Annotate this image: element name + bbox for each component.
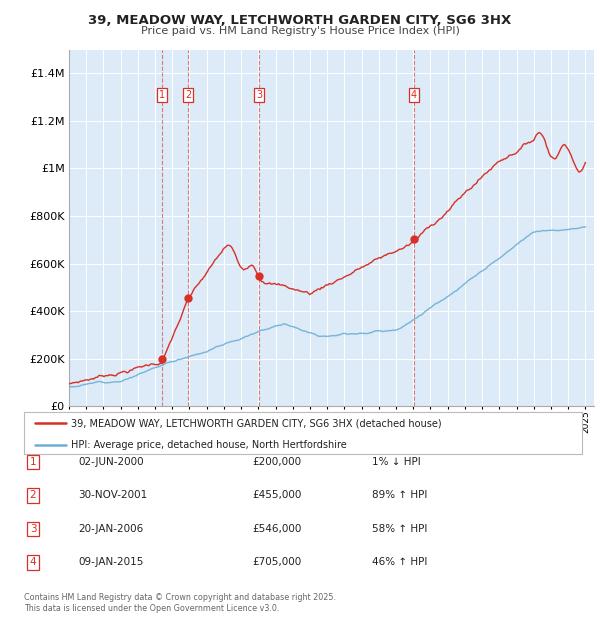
Text: 2: 2 xyxy=(29,490,37,500)
Text: 02-JUN-2000: 02-JUN-2000 xyxy=(78,457,143,467)
Text: 30-NOV-2001: 30-NOV-2001 xyxy=(78,490,147,500)
Text: HPI: Average price, detached house, North Hertfordshire: HPI: Average price, detached house, Nort… xyxy=(71,440,347,450)
Text: 1: 1 xyxy=(29,457,37,467)
Text: £705,000: £705,000 xyxy=(252,557,301,567)
Text: 2: 2 xyxy=(185,90,191,100)
Text: 4: 4 xyxy=(29,557,37,567)
Text: 20-JAN-2006: 20-JAN-2006 xyxy=(78,524,143,534)
Text: 89% ↑ HPI: 89% ↑ HPI xyxy=(372,490,427,500)
Text: 1: 1 xyxy=(159,90,166,100)
Text: £546,000: £546,000 xyxy=(252,524,301,534)
Text: 1% ↓ HPI: 1% ↓ HPI xyxy=(372,457,421,467)
Text: 46% ↑ HPI: 46% ↑ HPI xyxy=(372,557,427,567)
Text: 58% ↑ HPI: 58% ↑ HPI xyxy=(372,524,427,534)
Text: Price paid vs. HM Land Registry's House Price Index (HPI): Price paid vs. HM Land Registry's House … xyxy=(140,26,460,36)
Text: 4: 4 xyxy=(411,90,417,100)
Text: 3: 3 xyxy=(29,524,37,534)
Text: 3: 3 xyxy=(256,90,262,100)
Text: 09-JAN-2015: 09-JAN-2015 xyxy=(78,557,143,567)
Text: 39, MEADOW WAY, LETCHWORTH GARDEN CITY, SG6 3HX (detached house): 39, MEADOW WAY, LETCHWORTH GARDEN CITY, … xyxy=(71,418,442,428)
Text: 39, MEADOW WAY, LETCHWORTH GARDEN CITY, SG6 3HX: 39, MEADOW WAY, LETCHWORTH GARDEN CITY, … xyxy=(88,14,512,27)
Text: £455,000: £455,000 xyxy=(252,490,301,500)
Text: £200,000: £200,000 xyxy=(252,457,301,467)
Text: Contains HM Land Registry data © Crown copyright and database right 2025.
This d: Contains HM Land Registry data © Crown c… xyxy=(24,593,336,613)
